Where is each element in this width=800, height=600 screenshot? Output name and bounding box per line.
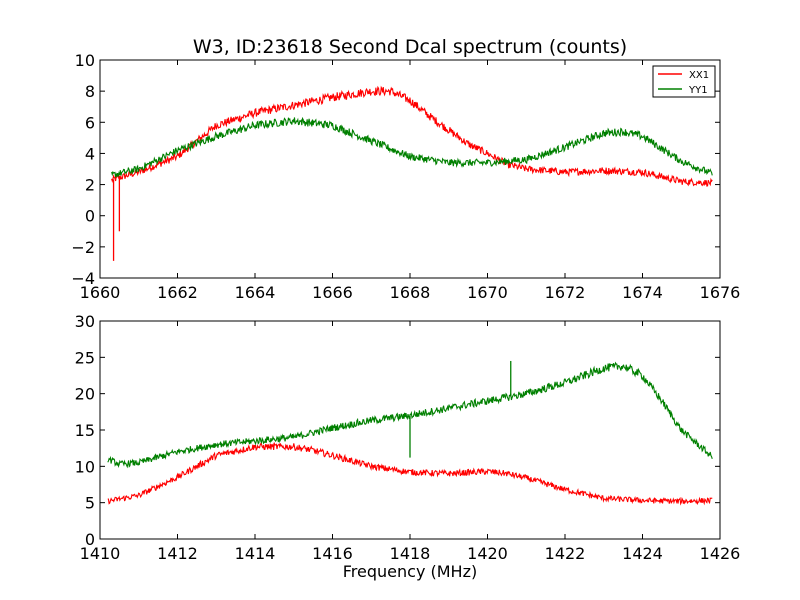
y-tick-label: 0: [85, 207, 95, 226]
x-tick-label: 1410: [80, 544, 121, 563]
x-tick-label: 1414: [235, 544, 276, 563]
legend: XX1 YY1: [652, 65, 716, 98]
bottom-axes-frame: [99, 320, 721, 540]
top-panel: W3, ID:23618 Second Dcal spectrum (count…: [71, 36, 740, 302]
y-tick-label: 8: [85, 82, 95, 101]
y-tick-label: 4: [85, 144, 95, 163]
top-tick-group: 1660 1662 1664 1666 1668 1670 1672 1674 1676 −4 −2…: [71, 51, 740, 302]
series-line-yy1: [111, 116, 713, 178]
y-tick-label: 6: [85, 113, 95, 132]
y-tick-label: 2: [85, 176, 95, 195]
x-tick-label: 1664: [235, 283, 276, 302]
y-tick-label: −2: [71, 238, 95, 257]
x-tick-label: 1418: [390, 544, 431, 563]
x-tick-label: 1662: [157, 283, 198, 302]
x-tick-label: 1416: [312, 544, 353, 563]
x-tick-label: 1666: [312, 283, 353, 302]
y-tick-label: 10: [75, 457, 95, 476]
legend-box: [652, 65, 716, 98]
x-tick-label: 1426: [700, 544, 741, 563]
bottom-series-group: [107, 360, 713, 506]
bottom-tick-group: 1410 1412 1414 1416 1418 1420 1422 1424 1426 0 5 10…: [75, 312, 741, 563]
y-tick-label: 0: [85, 530, 95, 549]
top-axes-background: [100, 60, 720, 278]
y-tick-label: 15: [75, 421, 95, 440]
series-line-panel1-1: [107, 361, 713, 469]
x-tick-label: 1672: [545, 283, 586, 302]
legend-label-yy1: YY1: [688, 85, 708, 96]
x-tick-label: 1412: [157, 544, 198, 563]
y-tick-label: 10: [75, 51, 95, 70]
y-tick-label: 25: [75, 348, 95, 367]
chart-title: W3, ID:23618 Second Dcal spectrum (count…: [193, 36, 627, 58]
top-series-group: [111, 85, 713, 261]
x-axis-label: Frequency (MHz): [343, 562, 477, 581]
x-tick-label: 1424: [622, 544, 663, 563]
legend-label-xx1: XX1: [689, 70, 709, 81]
x-tick-label: 1670: [467, 283, 508, 302]
x-tick-label: 1668: [390, 283, 431, 302]
bottom-panel: 1410 1412 1414 1416 1418 1420 1422 1424 1426 0 5 10…: [75, 312, 741, 581]
y-tick-label: 30: [75, 312, 95, 331]
x-tick-label: 1420: [467, 544, 508, 563]
top-axes-frame: [99, 59, 721, 279]
series-line-panel1-0: [107, 441, 713, 506]
y-tick-label: 20: [75, 385, 95, 404]
x-tick-label: 1660: [80, 283, 121, 302]
x-tick-label: 1422: [545, 544, 586, 563]
y-tick-label: 5: [85, 494, 95, 513]
y-tick-label: −4: [71, 269, 95, 288]
series-line-xx1: [111, 85, 713, 187]
x-tick-label: 1676: [700, 283, 741, 302]
x-tick-label: 1674: [622, 283, 663, 302]
